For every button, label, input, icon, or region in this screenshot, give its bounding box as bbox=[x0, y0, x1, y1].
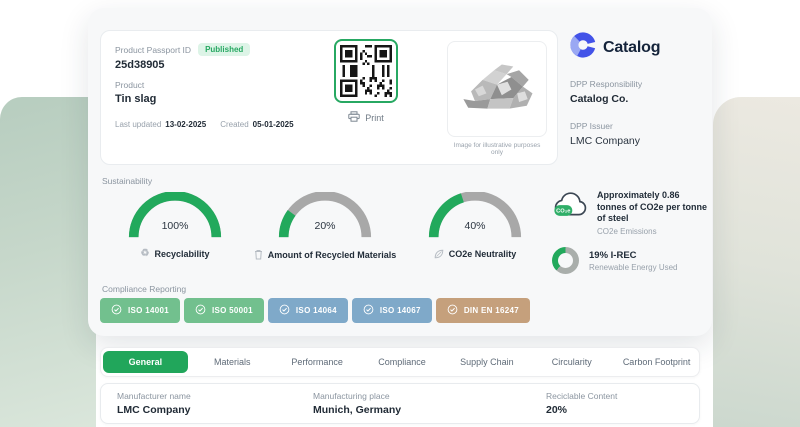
field-manufacturing-place: Manufacturing place Munich, Germany bbox=[313, 391, 546, 423]
compliance-badges: ISO 14001 ISO 50001 ISO 14064 ISO 14067 … bbox=[100, 298, 530, 323]
created-label: Created bbox=[220, 120, 249, 129]
gauge-co2e-neutrality: 40% CO2e Neutrality bbox=[400, 192, 550, 260]
passport-id-label: Product Passport ID bbox=[115, 44, 192, 55]
field-label: Manufacturing place bbox=[313, 391, 390, 401]
qr-code bbox=[334, 39, 398, 103]
passport-header-card: Product Passport ID Published 25d38905 P… bbox=[100, 30, 558, 165]
left-gradient-decoration bbox=[0, 97, 96, 427]
product-label: Product bbox=[115, 80, 145, 90]
gauge-recycled-materials: 20% Amount of Recycled Materials bbox=[250, 192, 400, 260]
print-label: Print bbox=[365, 112, 384, 123]
compliance-badge: ISO 50001 bbox=[183, 298, 264, 323]
brand-column: Catalog DPP Responsibility Catalog Co. D… bbox=[570, 32, 705, 147]
badge-label: DIN EN 16247 bbox=[463, 306, 519, 315]
renewable-value: 19% I-REC bbox=[589, 249, 637, 261]
gauge-value: 40% bbox=[464, 220, 486, 232]
field-value: LMC Company bbox=[117, 404, 191, 416]
badge-label: ISO 14064 bbox=[295, 306, 337, 315]
check-seal-icon bbox=[447, 304, 458, 317]
tab-carbon-footprint[interactable]: Carbon Footprint bbox=[622, 357, 691, 367]
trash-icon bbox=[254, 249, 263, 260]
emissions-statement: Approximately 0.86 tonnes of CO2e per to… bbox=[597, 190, 708, 224]
dpp-responsibility-label: DPP Responsibility bbox=[570, 79, 643, 89]
compliance-badge: ISO 14064 bbox=[267, 298, 348, 323]
general-details-card: Manufacturer name LMC Company Manufactur… bbox=[100, 383, 700, 424]
gauge-value: 20% bbox=[314, 220, 336, 232]
last-updated-value: 13-02-2025 bbox=[165, 120, 207, 129]
gauge-label: Amount of Recycled Materials bbox=[267, 249, 397, 260]
tab-supply-chain[interactable]: Supply Chain bbox=[460, 357, 514, 367]
brand-logo: Catalog bbox=[570, 32, 705, 63]
tab-materials[interactable]: Materials bbox=[214, 357, 251, 367]
compliance-title: Compliance Reporting bbox=[102, 284, 187, 294]
gauge-label: CO2e Neutrality bbox=[448, 249, 517, 259]
compliance-badge: DIN EN 16247 bbox=[435, 298, 530, 323]
product-name: Tin slag bbox=[115, 93, 157, 105]
created-value: 05-01-2025 bbox=[252, 120, 294, 129]
last-updated-label: Last updated bbox=[115, 120, 162, 129]
catalog-logo-icon bbox=[570, 32, 596, 63]
brand-name: Catalog bbox=[603, 38, 661, 56]
sustainability-title: Sustainability bbox=[102, 176, 153, 186]
passport-dates: Last updated 13-02-2025 Created 05-01-20… bbox=[115, 120, 325, 129]
gauge-value: 100% bbox=[161, 220, 189, 232]
gauge-label: Recyclability bbox=[154, 249, 210, 259]
check-seal-icon bbox=[195, 304, 206, 317]
dpp-issuer-value: LMC Company bbox=[570, 135, 641, 147]
compliance-badge: ISO 14067 bbox=[351, 298, 432, 323]
print-button[interactable]: Print bbox=[348, 111, 384, 124]
passport-info: Product Passport ID Published 25d38905 P… bbox=[115, 43, 325, 129]
recycle-icon: ♻ bbox=[140, 248, 150, 259]
gauge-recyclability: 100% ♻ Recyclability bbox=[100, 192, 250, 260]
image-caption: Image for illustrative purposes only bbox=[453, 142, 541, 156]
leaf-icon bbox=[434, 249, 444, 259]
right-gradient-decoration bbox=[713, 97, 800, 427]
tab-compliance[interactable]: Compliance bbox=[378, 357, 426, 367]
badge-label: ISO 14067 bbox=[379, 306, 421, 315]
emissions-label: CO2e Emissions bbox=[597, 227, 657, 237]
check-seal-icon bbox=[363, 304, 374, 317]
field-value: Munich, Germany bbox=[313, 404, 402, 416]
tab-circularity[interactable]: Circularity bbox=[551, 357, 592, 367]
field-value: 20% bbox=[546, 404, 568, 416]
status-badge: Published bbox=[198, 43, 251, 56]
sustainability-gauges: 100% ♻ Recyclability 20% bbox=[100, 192, 640, 260]
co2e-cloud-text: CO₂e bbox=[556, 209, 570, 215]
field-manufacturer-name: Manufacturer name LMC Company bbox=[117, 391, 313, 423]
badge-label: ISO 50001 bbox=[211, 306, 253, 315]
renewable-donut-chart bbox=[552, 247, 579, 275]
passport-id-value: 25d38905 bbox=[115, 59, 165, 71]
field-label: Reciclable Content bbox=[546, 391, 618, 401]
renewable-label: Renewable Energy Used bbox=[589, 262, 678, 272]
check-seal-icon bbox=[111, 304, 122, 317]
section-tabs: General Materials Performance Compliance… bbox=[100, 347, 700, 377]
product-passport-card: Product Passport ID Published 25d38905 P… bbox=[88, 8, 712, 336]
printer-icon bbox=[348, 111, 360, 124]
dpp-issuer-label: DPP Issuer bbox=[570, 121, 613, 131]
check-seal-icon bbox=[279, 304, 290, 317]
emissions-panel: CO₂e Approximately 0.86 tonnes of CO2e p… bbox=[552, 190, 708, 275]
field-recyclable-content: Reciclable Content 20% bbox=[546, 391, 699, 423]
field-label: Manufacturer name bbox=[117, 391, 191, 401]
product-image bbox=[447, 41, 547, 137]
badge-label: ISO 14001 bbox=[128, 306, 169, 315]
dpp-responsibility-value: Catalog Co. bbox=[570, 93, 629, 105]
tab-performance[interactable]: Performance bbox=[291, 357, 343, 367]
co2e-cloud-icon: CO₂e bbox=[552, 190, 589, 224]
compliance-badge: ISO 14001 bbox=[100, 298, 180, 323]
product-image-section: Image for illustrative purposes only bbox=[447, 41, 547, 156]
qr-section: Print bbox=[331, 39, 401, 127]
tab-general[interactable]: General bbox=[103, 351, 188, 373]
